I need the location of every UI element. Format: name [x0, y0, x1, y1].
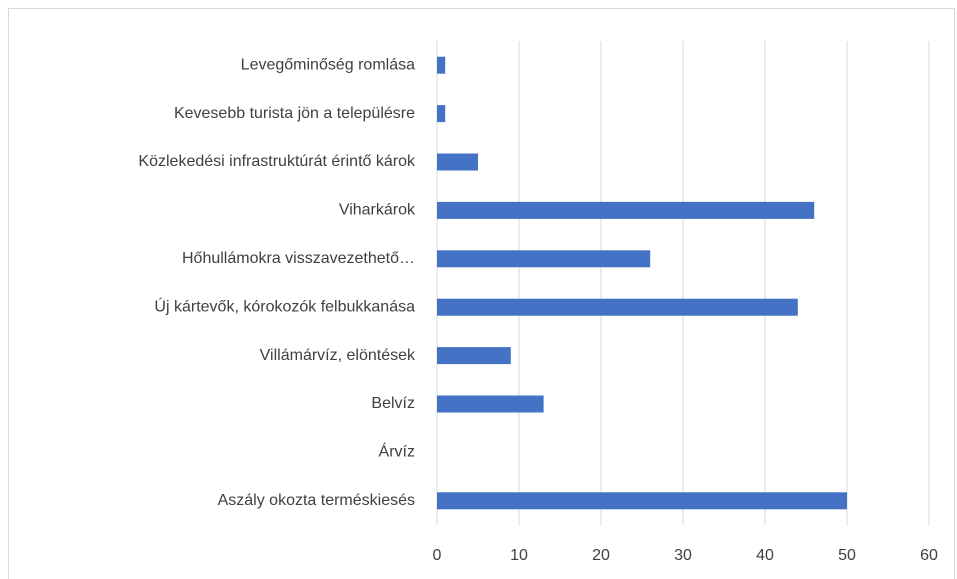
x-tick-label: 20 [592, 547, 610, 564]
x-tick-label: 30 [674, 547, 692, 564]
bar [437, 347, 511, 365]
y-tick-label: Kevesebb turista jön a településre [174, 105, 415, 122]
bar [437, 201, 815, 219]
bar [437, 298, 798, 316]
x-tick-label: 0 [433, 547, 442, 564]
x-tick-label: 10 [510, 547, 528, 564]
y-tick-label: Hőhullámokra visszavezethető… [182, 250, 415, 267]
y-tick-label: Belvíz [371, 395, 415, 412]
chart-border [8, 8, 955, 579]
x-tick-label: 60 [920, 547, 938, 564]
x-tick-label: 50 [838, 547, 856, 564]
y-tick-label: Árvíz [379, 442, 415, 461]
x-tick-label: 40 [756, 547, 774, 564]
y-tick-label: Levegőminőség romlása [241, 56, 415, 73]
y-tick-label: Villámárvíz, elöntések [260, 347, 416, 364]
y-tick-label: Viharkárok [339, 202, 416, 219]
y-tick-label: Közlekedési infrastruktúrát érintő károk [138, 153, 416, 170]
bar [437, 105, 446, 123]
bar [437, 56, 446, 74]
bar [437, 250, 651, 268]
bar [437, 395, 544, 413]
bar [437, 153, 478, 171]
y-tick-label: Új kártevők, kórokozók felbukkanása [154, 296, 415, 315]
bar [437, 492, 847, 510]
y-tick-label: Aszály okozta terméskiesés [218, 492, 415, 509]
